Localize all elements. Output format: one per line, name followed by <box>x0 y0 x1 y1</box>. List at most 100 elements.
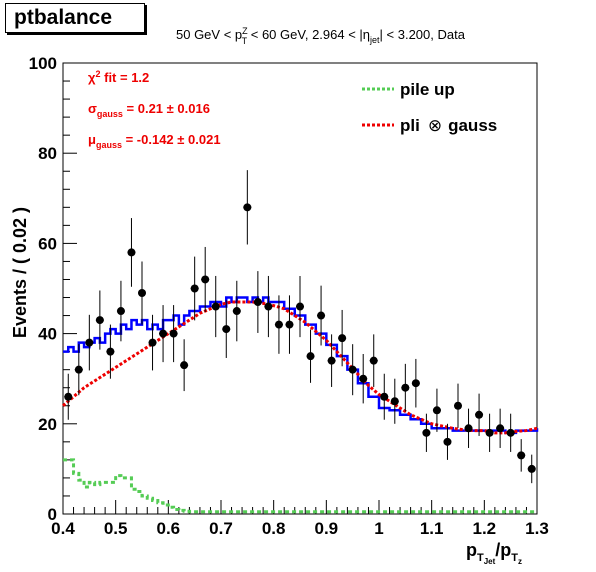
data-marker <box>422 428 431 437</box>
data-marker <box>475 410 484 419</box>
data-point <box>285 295 294 354</box>
data-marker <box>401 383 410 392</box>
data-point <box>243 170 252 245</box>
data-point <box>159 305 168 363</box>
pdf-series <box>63 296 539 435</box>
data-marker <box>253 298 262 307</box>
data-marker <box>127 248 136 257</box>
data-point <box>390 378 399 424</box>
data-marker <box>454 401 462 410</box>
x-tick-label: 0.7 <box>209 519 233 538</box>
data-marker <box>243 203 252 212</box>
x-tick-labels: 0.4 0.5 0.6 0.7 0.8 0.9 1 1.1 1.2 1.3 <box>51 519 549 538</box>
pileup-line <box>63 458 537 514</box>
data-point <box>306 329 315 383</box>
data-point <box>85 314 94 371</box>
data-point <box>148 314 157 371</box>
data-point <box>190 256 199 321</box>
y-tick-labels: 0 20 40 60 80 100 <box>29 54 57 524</box>
data-marker <box>64 392 73 401</box>
pdf-line <box>63 296 539 435</box>
chi2-label: χ2 fit = 1.2 <box>88 69 149 85</box>
sigma-label: σgauss = 0.21 ± 0.016 <box>88 101 210 119</box>
data-marker <box>496 424 505 433</box>
data-point <box>253 271 262 333</box>
data-points-series <box>64 170 536 484</box>
data-point <box>359 353 368 404</box>
data-marker <box>517 451 526 460</box>
data-point <box>380 373 389 420</box>
y-tick-label: 20 <box>38 415 57 434</box>
data-marker <box>180 361 189 370</box>
header-label: 50 GeV < pZ T < 60 GeV, 2.964 < |ηjet| < … <box>176 26 466 46</box>
x-tick-label: 1.2 <box>473 519 497 538</box>
data-marker <box>201 275 210 284</box>
x-tick-label: 0.5 <box>104 519 128 538</box>
data-point <box>464 408 473 448</box>
data-marker <box>148 338 157 347</box>
data-point <box>401 363 410 412</box>
data-point <box>338 309 347 367</box>
data-marker <box>190 284 199 293</box>
y-tick-label: 40 <box>38 325 57 344</box>
data-point <box>411 358 420 408</box>
x-axis-label: pTJet/pTz <box>466 540 522 566</box>
data-point <box>506 413 515 452</box>
legend-fit-label: pli ⊗ gauss <box>400 116 497 135</box>
data-marker <box>432 406 441 415</box>
y-tick-label: 60 <box>38 234 57 253</box>
y-tick-label: 0 <box>48 505 57 524</box>
x-tick-label: 1 <box>374 519 383 538</box>
data-point <box>201 246 210 313</box>
data-point <box>64 373 73 420</box>
y-tick-label: 100 <box>29 54 57 73</box>
data-marker <box>411 379 420 388</box>
data-marker <box>232 307 241 316</box>
plot-title: ptbalance <box>5 3 145 33</box>
pileup-series <box>63 458 537 514</box>
data-marker <box>159 329 168 338</box>
data-point <box>222 300 231 358</box>
x-tick-label: 0.8 <box>262 519 286 538</box>
data-marker <box>106 347 115 356</box>
data-marker <box>306 352 315 361</box>
data-point <box>74 344 83 396</box>
x-tick-label: 0.4 <box>51 519 75 538</box>
data-point <box>127 218 136 287</box>
data-marker <box>527 464 536 473</box>
data-point <box>180 339 189 392</box>
y-axis-ticks <box>63 62 77 515</box>
data-point <box>95 290 104 350</box>
data-marker <box>211 302 220 311</box>
data-marker <box>274 320 283 329</box>
y-tick-label: 80 <box>38 144 57 163</box>
data-marker <box>506 428 515 437</box>
data-point <box>232 280 241 342</box>
data-marker <box>285 320 294 329</box>
data-point <box>496 408 505 448</box>
data-point <box>116 280 125 342</box>
data-marker <box>264 302 273 311</box>
data-marker <box>169 329 178 338</box>
data-marker <box>296 302 304 311</box>
x-tick-label: 1.1 <box>420 519 444 538</box>
data-marker <box>95 316 104 325</box>
data-point <box>296 275 304 338</box>
mu-label: μgauss = -0.142 ± 0.021 <box>88 132 221 150</box>
data-point <box>106 324 115 379</box>
x-tick-label: 0.6 <box>157 519 181 538</box>
data-point <box>369 334 378 387</box>
x-tick-label: 0.9 <box>315 519 339 538</box>
data-marker <box>464 424 473 433</box>
data-marker <box>443 437 452 446</box>
data-marker <box>327 356 336 365</box>
y-axis-label: Events / ( 0.02 ) <box>10 207 30 338</box>
data-point <box>485 413 494 452</box>
data-point <box>169 305 178 363</box>
data-point <box>211 275 220 338</box>
data-marker <box>359 374 368 383</box>
data-point <box>454 383 462 428</box>
data-marker <box>85 338 94 347</box>
data-point <box>475 393 484 436</box>
